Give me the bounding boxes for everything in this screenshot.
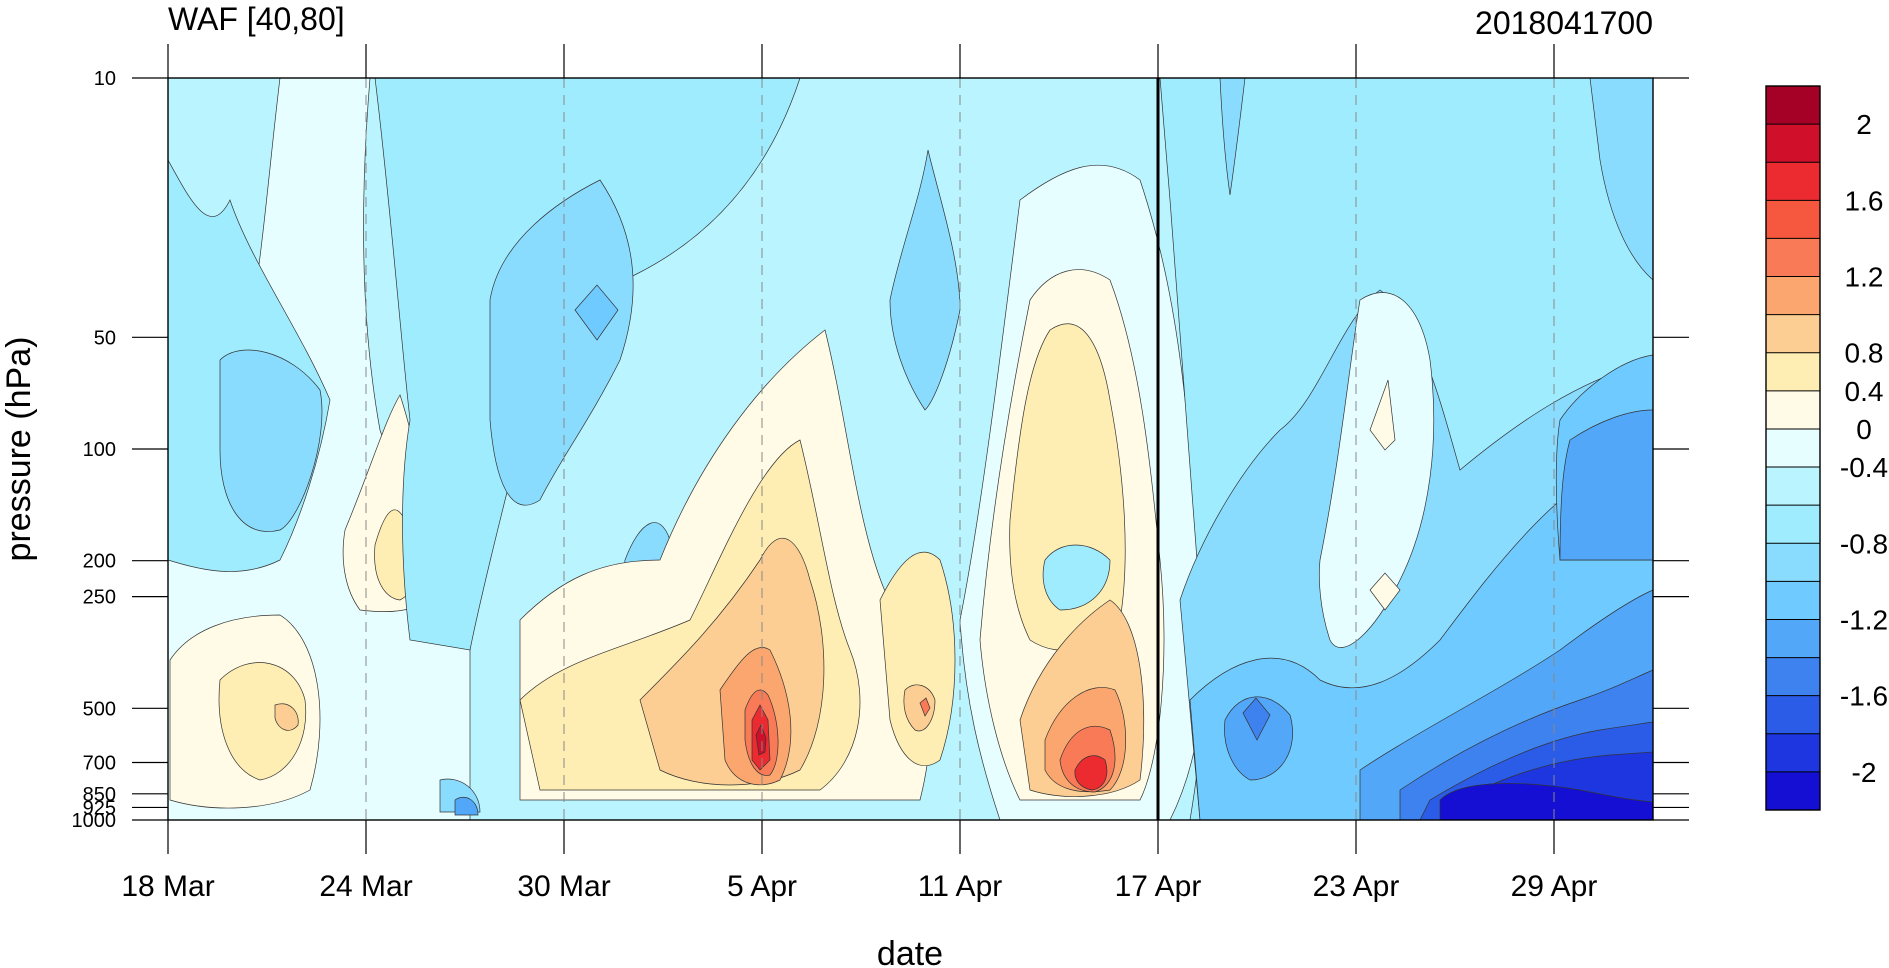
colorbar-label: 0.4 (1845, 376, 1884, 407)
colorbar-label: 1.6 (1845, 185, 1884, 216)
colorbar-swatch (1766, 314, 1820, 354)
contour-region (219, 349, 323, 532)
x-tick-label: 5 Apr (727, 870, 797, 903)
contour-region (1369, 379, 1396, 451)
y-tick-label: 250 (83, 587, 116, 609)
colorbar-swatch (1766, 733, 1820, 773)
y-tick-label: 850 (83, 784, 116, 806)
y-axis-label: pressure (hPa) (0, 337, 38, 562)
colorbar-swatch (1766, 352, 1820, 392)
colorbar-label: 0 (1856, 414, 1872, 445)
y-tick-label: 100 (83, 439, 116, 461)
colorbar-swatch (1766, 124, 1820, 163)
colorbar-swatch (1766, 505, 1820, 544)
contour-region (919, 697, 931, 717)
contour-region (1219, 78, 1246, 196)
colorbar-label: -1.2 (1840, 604, 1888, 635)
y-tick-label: 925 (83, 797, 116, 819)
colorbar-swatch (1766, 200, 1820, 239)
contour-region (1242, 697, 1271, 741)
colorbar-swatch (1766, 657, 1820, 697)
x-tick-label: 24 Mar (319, 870, 412, 903)
contour-region (1224, 696, 1293, 781)
colorbar-label: -1.6 (1840, 681, 1888, 712)
x-axis-label: date (877, 935, 943, 968)
colorbar-swatch (1766, 581, 1820, 620)
colorbar-swatch (1766, 619, 1820, 659)
y-tick-label: 500 (83, 698, 116, 720)
colorbar-frame (1765, 85, 1821, 811)
contour-field (168, 78, 1653, 820)
y-tick-label: 700 (83, 753, 116, 775)
y-tick-label: 50 (94, 327, 116, 349)
colorbar-swatch (1766, 428, 1820, 468)
contour-region (574, 284, 619, 341)
colorbar-swatch (1766, 771, 1820, 811)
contour-region (454, 796, 479, 816)
colorbar-swatch (1766, 695, 1820, 735)
contour-region (903, 684, 936, 732)
colorbar-label: 2 (1856, 109, 1872, 140)
colorbar-label: -2 (1852, 757, 1877, 788)
colorbar-swatch (1766, 162, 1820, 201)
chart-subtitle: 2018041700 (1475, 5, 1653, 41)
colorbar-label: -0.8 (1840, 528, 1888, 559)
colorbar-swatch (1766, 276, 1820, 316)
contour-region (374, 78, 801, 651)
colorbar-label: 0.8 (1845, 338, 1884, 369)
contour-region (879, 551, 956, 766)
x-tick-label: 18 Mar (121, 870, 214, 903)
colorbar-swatch (1766, 238, 1820, 278)
y-tick-label: 200 (83, 551, 116, 573)
colorbar: 2 1.6 1.2 0.8 0.4 0 -0.4 -0.8 -1.2 -1.6 -2 (1765, 85, 1888, 811)
colorbar-label: -0.4 (1840, 452, 1888, 483)
contour-region (1439, 783, 1653, 820)
contour-region (755, 724, 767, 756)
x-tick-label: 23 Apr (1313, 870, 1400, 903)
contour-region (1074, 755, 1108, 791)
x-tick-label: 11 Apr (918, 870, 1003, 903)
contour-region (1318, 292, 1435, 648)
y-tick-label: 1000 (72, 810, 117, 832)
y-tick-label: 10 (94, 68, 116, 90)
x-tick-label: 30 Mar (517, 870, 610, 903)
contour-region (218, 662, 307, 781)
contour-region (1042, 544, 1111, 611)
chart-title: WAF [40,80] (168, 1, 345, 37)
colorbar-swatch (1766, 543, 1820, 582)
contour-region (274, 703, 299, 731)
x-axis: 18 Mar 24 Mar 30 Mar 5 Apr 11 Apr 17 Apr 23 Ap… (121, 44, 1597, 903)
contour-region (889, 149, 961, 411)
contour-region (1369, 572, 1401, 611)
contour-region (1559, 409, 1653, 561)
colorbar-swatch (1766, 390, 1820, 430)
colorbar-label: 1.2 (1845, 262, 1884, 293)
colorbar-swatch (1766, 86, 1820, 125)
contour-region (489, 179, 634, 506)
x-tick-label: 29 Apr (1511, 870, 1598, 903)
x-tick-label: 17 Apr (1115, 870, 1202, 903)
colorbar-swatch (1766, 467, 1820, 506)
